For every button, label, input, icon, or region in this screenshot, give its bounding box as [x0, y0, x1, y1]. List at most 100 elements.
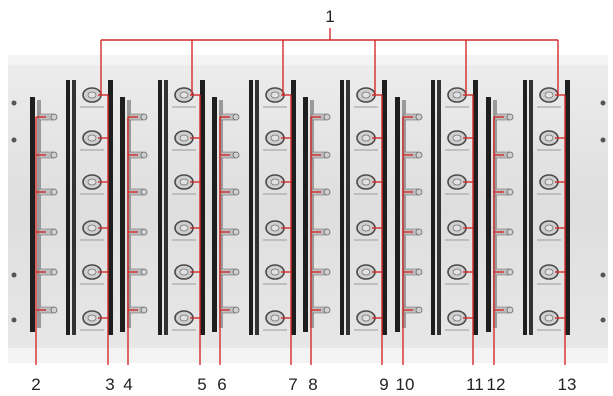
coil-strip: [340, 80, 387, 335]
slot: [565, 80, 570, 335]
coil-core: [452, 268, 462, 276]
bolt-head-icon: [140, 228, 148, 236]
bolt-head-icon: [323, 228, 331, 236]
coil-strip: [66, 80, 113, 335]
rail: [493, 100, 497, 328]
callout-label-1: 1: [325, 7, 334, 26]
bolt-head-icon: [323, 151, 331, 159]
bolt-head-icon: [506, 306, 514, 314]
bolt-head-icon: [323, 188, 331, 196]
bolt-head-icon: [506, 113, 514, 121]
slot: [431, 80, 435, 335]
callout-leader: [555, 94, 566, 365]
screw-icon: [600, 272, 606, 278]
bolt-head-icon: [50, 188, 58, 196]
coil-core: [179, 268, 189, 276]
rail: [37, 100, 41, 328]
slot: [346, 80, 350, 335]
coil-core: [179, 224, 189, 232]
coil-core: [544, 268, 554, 276]
bolt-head-icon: [140, 151, 148, 159]
coil-core: [87, 268, 97, 276]
coil-core: [544, 314, 554, 322]
coil-strip: [158, 80, 205, 335]
bolt-head-icon: [50, 113, 58, 121]
callout-leader: [372, 94, 383, 365]
bolt-head-icon: [50, 306, 58, 314]
coil-core: [179, 178, 189, 186]
bolt-head-icon: [323, 268, 331, 276]
coil-core: [452, 224, 462, 232]
bottom-callout-labels: 2 3 4 5 6 7 8 9 10 11 12 13: [31, 375, 576, 394]
rail: [219, 100, 223, 328]
bolt-head-icon: [232, 306, 240, 314]
coil-core: [544, 178, 554, 186]
coil-core: [361, 134, 371, 142]
bolt-head-icon: [140, 113, 148, 121]
callout-label-10: 10: [396, 375, 415, 394]
bolt-head-icon: [506, 188, 514, 196]
coil-strip: [523, 80, 570, 335]
callout-label-8: 8: [308, 375, 317, 394]
slot: [529, 80, 533, 335]
coil-core: [270, 268, 280, 276]
coil-core: [361, 268, 371, 276]
coil-core: [270, 91, 280, 99]
callout-leader: [493, 116, 504, 365]
bolt-head-icon: [50, 268, 58, 276]
callout-leader: [310, 116, 321, 365]
callout-leader: [281, 94, 292, 365]
callout-label-4: 4: [123, 375, 132, 394]
rail: [310, 100, 314, 328]
coil-core: [179, 134, 189, 142]
bolt-head-icon: [232, 188, 240, 196]
callout-leader: [402, 116, 413, 365]
panel-bottom-edge: [8, 348, 608, 363]
coil-core: [544, 224, 554, 232]
coil-core: [87, 178, 97, 186]
bolt-head-icon: [232, 268, 240, 276]
slot: [255, 80, 259, 335]
callout-label-6: 6: [217, 375, 226, 394]
bolt-head-icon: [323, 113, 331, 121]
coil-core: [87, 91, 97, 99]
panel-top-edge: [8, 55, 608, 65]
coil-core: [361, 178, 371, 186]
slot: [340, 80, 344, 335]
callout-leader: [35, 116, 46, 365]
slot: [395, 97, 400, 332]
bolt-head-icon: [323, 306, 331, 314]
bolt-head-icon: [140, 306, 148, 314]
slot: [200, 80, 205, 335]
callout-leader: [219, 116, 230, 365]
coil-core: [87, 224, 97, 232]
bolt-head-icon: [415, 188, 423, 196]
bolt-head-icon: [415, 113, 423, 121]
coil-core: [452, 178, 462, 186]
callout-leader: [127, 116, 138, 365]
slot: [108, 80, 113, 335]
slot: [291, 80, 296, 335]
screw-icon: [600, 137, 606, 143]
coil-core: [270, 314, 280, 322]
slot: [303, 97, 308, 332]
slot: [164, 80, 168, 335]
coil-core: [544, 91, 554, 99]
slot: [437, 80, 441, 335]
bolt-head-icon: [140, 188, 148, 196]
bolt-head-icon: [415, 306, 423, 314]
coil-core: [87, 314, 97, 322]
bolt-head-icon: [50, 228, 58, 236]
callout-leader: [463, 94, 474, 365]
callout-label-2: 2: [31, 375, 40, 394]
slot: [120, 97, 125, 332]
slot: [158, 80, 162, 335]
coil-core: [270, 134, 280, 142]
bolt-head-icon: [140, 268, 148, 276]
coil-strip: [431, 80, 478, 335]
slot: [523, 80, 527, 335]
slot: [30, 97, 35, 332]
screw-icon: [600, 317, 606, 323]
coil-core: [452, 91, 462, 99]
